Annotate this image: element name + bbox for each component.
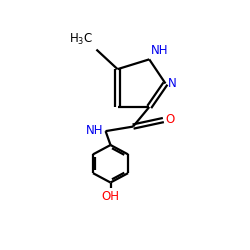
Text: OH: OH [102, 190, 119, 202]
Text: NH: NH [86, 124, 104, 137]
Text: H$_3$C: H$_3$C [69, 32, 93, 47]
Text: NH: NH [151, 44, 168, 57]
Text: N: N [168, 77, 177, 90]
Text: O: O [165, 113, 174, 126]
